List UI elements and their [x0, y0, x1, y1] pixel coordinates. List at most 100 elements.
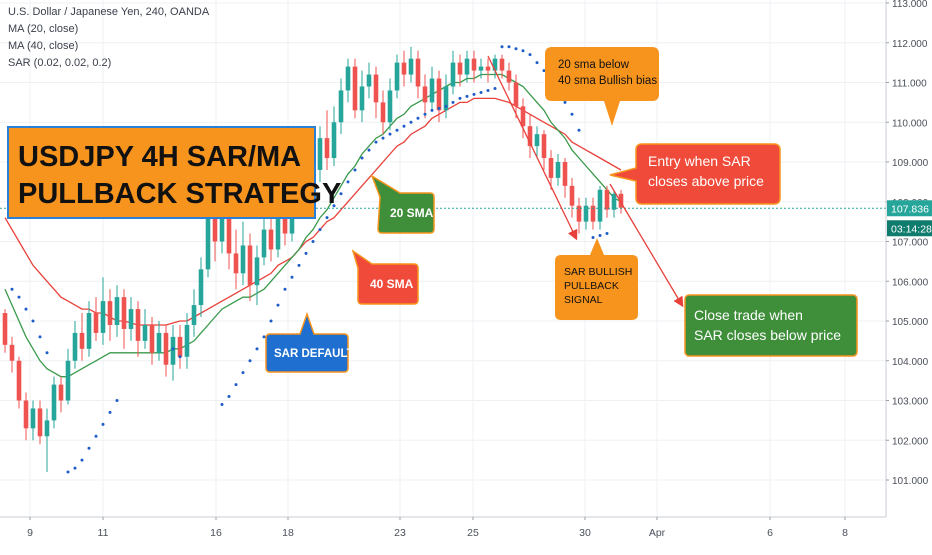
- sma20-note-line-2: 40 sma Bullish bias: [558, 75, 657, 87]
- time-tick-label: 18: [282, 527, 294, 539]
- sar-dot: [479, 90, 483, 94]
- sma20-note-callout[interactable]: 20 sma below 40 sma Bullish bias: [545, 47, 659, 126]
- sar-dot: [500, 45, 504, 49]
- sar-dot: [486, 88, 490, 92]
- title-line-2: PULLBACK STRATEGY: [18, 178, 341, 210]
- sar-dot: [598, 234, 602, 238]
- candle-body: [415, 58, 421, 87]
- sar-dot: [38, 335, 42, 339]
- candle-body: [527, 126, 533, 147]
- sar-dot: [367, 148, 371, 152]
- sar-dot: [318, 228, 322, 232]
- sar-dot: [360, 156, 364, 160]
- sar-legend[interactable]: SAR (0.02, 0.02, 0.2): [8, 57, 112, 69]
- candle-body: [23, 400, 29, 429]
- candle-body: [583, 205, 589, 222]
- candle-body: [513, 82, 519, 107]
- sar-dot: [388, 132, 392, 136]
- countdown-tag: 03:14:28: [887, 220, 932, 237]
- candle-body: [569, 185, 575, 206]
- sar-dot: [17, 295, 21, 299]
- candle-body: [30, 408, 36, 429]
- chart-legend: U.S. Dollar / Japanese Yen, 240, OANDA M…: [8, 4, 209, 72]
- price-tick-label: 113.000: [892, 0, 928, 10]
- candle-body: [401, 62, 407, 75]
- candle-body: [16, 360, 22, 401]
- candle-body: [590, 205, 596, 222]
- sar-dot: [458, 96, 462, 100]
- sma20-label-callout[interactable]: 20 SMA: [370, 174, 435, 234]
- sar-dot: [178, 355, 182, 359]
- sar-dot: [227, 395, 231, 399]
- bullish-signal-callout[interactable]: SAR BULLISH PULLBACK SIGNAL: [555, 238, 638, 320]
- bullish-signal-line-3: SIGNAL: [564, 294, 603, 306]
- bullish-signal-line-1: SAR BULLISH: [564, 266, 632, 278]
- candle-body: [611, 193, 617, 210]
- candle-body: [408, 58, 414, 75]
- time-tick-label: 6: [767, 527, 773, 539]
- candle-body: [100, 301, 106, 333]
- title-box[interactable]: USDJPY 4H SAR/MA PULLBACK STRATEGY: [7, 126, 341, 219]
- price-tick-label: 102.000: [892, 436, 929, 447]
- time-tick-label: 30: [579, 527, 591, 539]
- sar-dot: [66, 470, 70, 474]
- sar-dot: [591, 236, 595, 240]
- candle-series: [2, 46, 624, 473]
- sar-default-callout[interactable]: SAR DEFAULT: [265, 311, 354, 373]
- candle-body: [366, 74, 372, 87]
- sar-dot: [73, 466, 77, 470]
- sar-dot: [171, 347, 175, 351]
- candle-body: [317, 138, 323, 170]
- sar-dot: [255, 347, 259, 351]
- title-line-1: USDJPY 4H SAR/MA: [18, 141, 301, 173]
- sar-dot: [381, 136, 385, 140]
- sar-dot: [311, 240, 315, 243]
- candle-body: [163, 332, 169, 365]
- time-tick-label: 23: [394, 527, 406, 539]
- pullback-arrow: [487, 55, 578, 241]
- price-axis[interactable]: 101.000 102.000 103.000 104.000 105.000 106.0…: [885, 0, 932, 550]
- bullish-signal-line-2: PULLBACK: [564, 280, 619, 292]
- ma40-legend[interactable]: MA (40, close): [8, 40, 79, 52]
- close-trade-callout[interactable]: Close trade when SAR closes below price: [684, 294, 858, 357]
- sar-dot: [262, 335, 266, 339]
- price-axis-bg: [886, 0, 932, 550]
- sar-dot: [444, 104, 448, 108]
- sar-dot: [108, 410, 112, 414]
- symbol-label[interactable]: U.S. Dollar / Japanese Yen, 240, OANDA: [8, 6, 210, 18]
- sar-dot: [297, 263, 301, 267]
- sar-dot: [472, 92, 476, 96]
- sma40-label-callout[interactable]: 40 SMA: [351, 249, 419, 305]
- sar-dot: [563, 100, 567, 104]
- entry-callout[interactable]: Entry when SAR closes above price: [609, 143, 781, 205]
- candle-body: [121, 297, 127, 329]
- sar-dot: [80, 458, 84, 462]
- candle-body: [506, 70, 512, 83]
- time-tick-label: 11: [98, 527, 109, 539]
- candle-body: [9, 344, 15, 361]
- sar-dot: [10, 287, 14, 291]
- sar-dot: [570, 112, 574, 116]
- close-trade-line-2: SAR closes below price: [694, 327, 841, 343]
- candle-body: [576, 205, 582, 222]
- sar-dot: [423, 112, 427, 116]
- candle-body: [338, 90, 344, 123]
- sar-dot: [101, 422, 105, 426]
- candle-body: [436, 78, 442, 111]
- ma20-line: [4, 73, 622, 378]
- candle-body: [492, 58, 498, 71]
- bar-countdown: 03:14:28: [891, 223, 932, 235]
- time-axis[interactable]: 9 11 16 18 23 25 30 Apr 6 8: [0, 516, 932, 550]
- candle-body: [128, 309, 134, 329]
- sar-dot: [542, 69, 546, 73]
- ma20-legend[interactable]: MA (20, close): [8, 23, 79, 35]
- price-tick-label: 111.000: [892, 79, 927, 90]
- candle-body: [534, 134, 540, 147]
- sar-dot: [605, 232, 609, 236]
- sar-dot: [493, 86, 497, 90]
- candle-body: [450, 62, 456, 87]
- candle-body: [373, 74, 379, 103]
- candle-body: [177, 336, 183, 357]
